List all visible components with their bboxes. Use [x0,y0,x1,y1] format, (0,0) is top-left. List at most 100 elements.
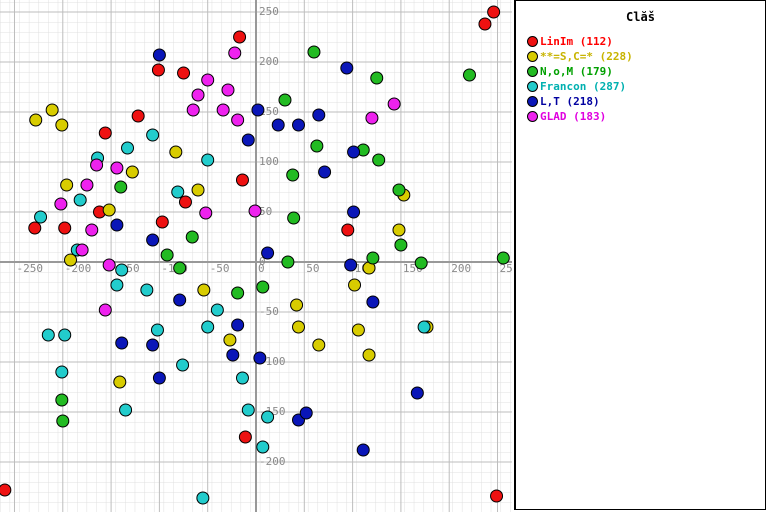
y-tick-label: 250 [259,5,279,18]
x-tick-label: -250 [16,262,43,275]
point [372,153,386,167]
point [115,336,129,350]
point [340,61,354,75]
point [253,351,267,365]
point [150,323,164,337]
point [125,165,139,179]
point [487,5,501,19]
point [261,410,275,424]
point [173,261,187,275]
point [55,118,69,132]
point [462,68,476,82]
point [176,358,190,372]
point [146,233,160,247]
point [299,406,313,420]
point [292,320,306,334]
point [233,30,247,44]
point [177,66,191,80]
point [216,103,230,117]
point [278,93,292,107]
point [29,113,43,127]
point [366,251,380,265]
legend-entry: N,o,M (179) [516,64,765,79]
legend-entry: Francon (287) [516,79,765,94]
point [292,118,306,132]
point [102,258,116,272]
legend-label: LinIm (112) [540,35,613,48]
y-tick-label: 0 [259,255,266,268]
point [221,83,235,97]
legend-title: Clăš [626,10,655,24]
point [41,328,55,342]
point [228,46,242,60]
y-tick-label: 100 [259,155,279,168]
point [110,218,124,232]
point [241,403,255,417]
point [64,253,78,267]
point [348,278,362,292]
point [231,286,245,300]
point [146,128,160,142]
point [365,111,379,125]
y-tick-label: 50 [259,205,272,218]
point [235,173,249,187]
point [197,283,211,297]
point [226,348,240,362]
point [173,293,187,307]
point [312,108,326,122]
point [235,371,249,385]
point [131,109,145,123]
point [0,483,12,497]
point [387,97,401,111]
point [351,323,365,337]
legend-entry: **=S,C=* (228) [516,49,765,64]
x-tick-label: -50 [210,262,230,275]
point [286,168,300,182]
point [178,195,192,209]
point [55,393,69,407]
point [119,403,133,417]
point [98,303,112,317]
point [312,338,326,352]
point [366,295,380,309]
legend-label: **=S,C=* (228) [540,50,633,63]
point [56,414,70,428]
point [271,118,285,132]
point [58,328,72,342]
point [191,88,205,102]
legend-marker [527,111,538,122]
point [55,365,69,379]
point [496,251,510,265]
point [73,193,87,207]
point [28,221,42,235]
point [201,153,215,167]
point [102,203,116,217]
point [210,303,224,317]
legend-label: L,T (218) [540,95,600,108]
point [344,258,358,272]
point [414,256,428,270]
point [75,243,89,257]
legend-marker [527,36,538,47]
legend: Clăš LinIm (112) **=S,C=* (228) N,o,M (179… [514,0,766,510]
point [251,103,265,117]
point [392,183,406,197]
x-tick-label: 0 [258,262,265,275]
point [58,221,72,235]
point [341,223,355,237]
legend-entry: L,T (218) [516,94,765,109]
point [362,348,376,362]
legend-label: GLAD (183) [540,110,607,123]
point [113,375,127,389]
plot: -250-200-150-100-50050100150200250-200-1… [0,0,512,512]
point [231,113,245,127]
point [281,255,295,269]
point [155,215,169,229]
point [34,210,48,224]
point [256,440,270,454]
point [191,183,205,197]
point [417,320,431,334]
point [261,246,275,260]
point [185,230,199,244]
y-tick-label: 200 [259,55,279,68]
